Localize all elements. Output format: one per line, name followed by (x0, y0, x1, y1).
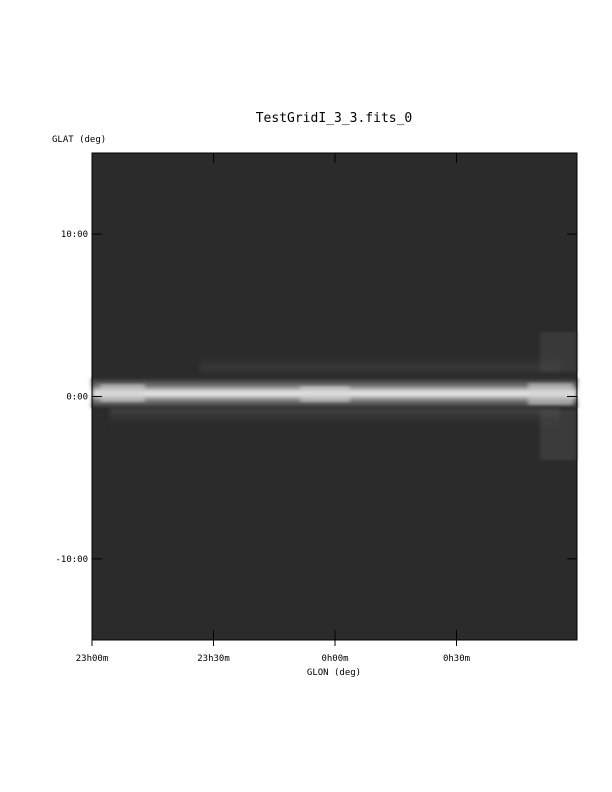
y-tick-label: 0:00 (66, 393, 88, 403)
y-axis-ticks: 10:00 0:00 -10:00 (55, 230, 577, 565)
y-tick-label: -10:00 (55, 555, 88, 565)
plot-area (91, 152, 578, 641)
y-tick-label: 10:00 (61, 230, 88, 240)
x-tick-label: 0h30m (443, 654, 470, 664)
galactic-plane-emission (92, 332, 577, 460)
x-tick-label: 23h30m (197, 654, 230, 664)
x-axis-label: GLON (deg) (307, 668, 361, 678)
y-axis-label: GLAT (deg) (52, 135, 106, 145)
x-axis-ticks: 23h00m 23h30m 0h00m 0h30m (76, 153, 470, 664)
chart-title: TestGridI_3_3.fits_0 (256, 111, 413, 126)
x-tick-label: 0h00m (321, 654, 348, 664)
x-tick-label: 23h00m (76, 654, 109, 664)
